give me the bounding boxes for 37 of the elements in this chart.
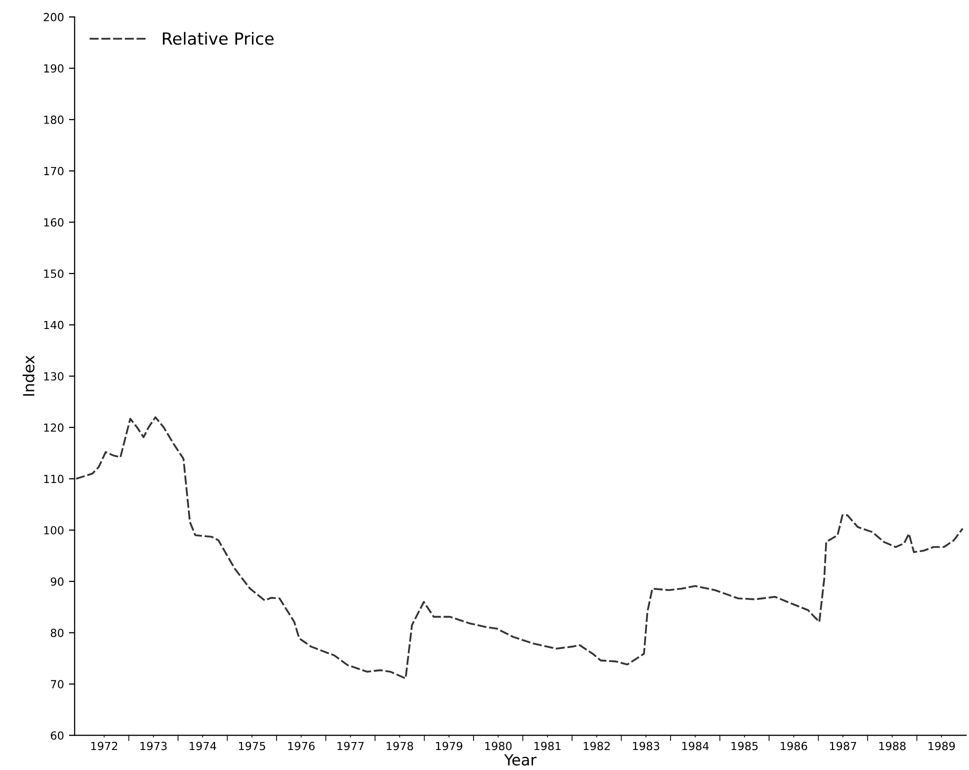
x-tick-label: 1982 (584, 742, 610, 750)
x-axis-title: Year (504, 754, 537, 766)
x-tick-label: 1986 (780, 742, 808, 750)
x-tick-label: 1983 (633, 742, 660, 750)
x-tick-label: 1987 (830, 742, 856, 750)
y-tick-label: 150 (44, 269, 64, 278)
y-tick-label: 90 (50, 577, 64, 586)
x-tick-label: 1980 (485, 742, 512, 750)
y-tick-label: 100 (44, 526, 64, 534)
x-tick-label: 1976 (288, 742, 315, 750)
x-tick-label: 1979 (436, 742, 462, 750)
x-tick-label: 1989 (928, 742, 955, 750)
y-tick-label: 60 (50, 731, 64, 740)
y-tick-label: 180 (44, 116, 64, 124)
x-tick-label: 1973 (140, 742, 167, 750)
x-tick-label: 1988 (879, 742, 906, 750)
legend-label: Relative Price (162, 32, 274, 45)
x-tick-label: 1972 (91, 742, 118, 750)
x-tick-label: 1975 (239, 742, 266, 750)
x-tick-label: 1985 (732, 742, 758, 750)
y-axis-title: Index (22, 356, 34, 396)
x-tick-label: 1984 (682, 742, 709, 750)
y-tick-label: 160 (44, 218, 64, 227)
y-tick-label: 120 (44, 423, 64, 432)
x-tick-label: 1978 (386, 742, 414, 750)
y-tick-label: 70 (50, 680, 64, 688)
y-tick-label: 190 (44, 64, 64, 73)
y-tick-label: 200 (44, 12, 64, 22)
y-tick-label: 170 (44, 166, 64, 176)
y-tick-label: 80 (50, 628, 64, 638)
x-tick-label: 1977 (338, 742, 364, 750)
y-tick-label: 140 (44, 320, 64, 330)
y-tick-label: 110 (44, 474, 64, 484)
line-series (75, 416, 964, 680)
x-tick-label: 1974 (190, 742, 216, 750)
x-tick-label: 1981 (534, 742, 561, 750)
y-tick-label: 130 (44, 372, 64, 381)
